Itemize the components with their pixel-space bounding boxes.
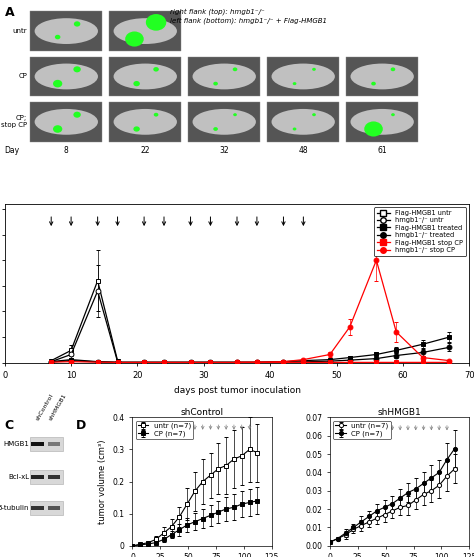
Text: CP: CP (18, 74, 27, 80)
FancyBboxPatch shape (31, 506, 44, 510)
Circle shape (391, 67, 395, 71)
FancyBboxPatch shape (267, 102, 339, 141)
FancyBboxPatch shape (31, 442, 44, 446)
Text: CP;
stop CP: CP; stop CP (1, 115, 27, 128)
FancyBboxPatch shape (109, 11, 181, 51)
Title: shHMGB1: shHMGB1 (378, 408, 421, 417)
FancyBboxPatch shape (109, 57, 181, 96)
Circle shape (125, 32, 144, 47)
Ellipse shape (192, 109, 256, 135)
Circle shape (133, 126, 140, 131)
Text: C: C (5, 418, 14, 432)
Circle shape (74, 21, 80, 27)
Y-axis label: tumor volume (cm³): tumor volume (cm³) (98, 439, 107, 524)
FancyBboxPatch shape (30, 102, 102, 141)
FancyBboxPatch shape (30, 501, 63, 515)
Circle shape (233, 67, 237, 71)
Circle shape (233, 113, 237, 116)
Ellipse shape (114, 63, 177, 89)
X-axis label: days post tumor inoculation: days post tumor inoculation (173, 385, 301, 394)
Text: A: A (5, 6, 14, 19)
Circle shape (55, 35, 61, 40)
Text: 8: 8 (64, 146, 69, 155)
Legend: Flag-HMGB1 untr, hmgb1⁻/⁻ untr, Flag-HMGB1 treated, hmgb1⁻/⁻ treated, Flag-HMGB1: Flag-HMGB1 untr, hmgb1⁻/⁻ untr, Flag-HMG… (374, 207, 466, 256)
FancyBboxPatch shape (30, 470, 63, 484)
Circle shape (293, 82, 296, 85)
FancyBboxPatch shape (188, 57, 260, 96)
Text: 22: 22 (140, 146, 150, 155)
Text: D: D (75, 418, 86, 432)
Circle shape (154, 113, 158, 116)
FancyBboxPatch shape (346, 102, 418, 141)
Ellipse shape (350, 109, 414, 135)
Text: Bcl-xL: Bcl-xL (8, 474, 29, 480)
Circle shape (213, 82, 218, 86)
Legend: untr (n=7), CP (n=7): untr (n=7), CP (n=7) (333, 421, 391, 439)
Legend: untr (n=7), CP (n=7): untr (n=7), CP (n=7) (136, 421, 193, 439)
Ellipse shape (35, 18, 98, 44)
Ellipse shape (272, 109, 335, 135)
Circle shape (53, 125, 62, 133)
Circle shape (312, 68, 316, 71)
FancyBboxPatch shape (30, 437, 63, 451)
FancyBboxPatch shape (31, 475, 44, 479)
Text: Day: Day (5, 146, 20, 155)
Ellipse shape (35, 63, 98, 89)
Circle shape (73, 66, 81, 72)
FancyBboxPatch shape (267, 57, 339, 96)
Title: shControl: shControl (181, 408, 224, 417)
Ellipse shape (114, 109, 177, 135)
Text: right flank (top): hmgb1⁻/⁻: right flank (top): hmgb1⁻/⁻ (170, 8, 264, 15)
FancyBboxPatch shape (30, 57, 102, 96)
Circle shape (53, 80, 62, 87)
FancyBboxPatch shape (48, 506, 60, 510)
FancyBboxPatch shape (109, 102, 181, 141)
Circle shape (312, 113, 316, 116)
FancyBboxPatch shape (48, 475, 60, 479)
Circle shape (213, 127, 218, 131)
Circle shape (371, 82, 376, 86)
Text: left flank (bottom): hmgb1⁻/⁻ + Flag-HMGB1: left flank (bottom): hmgb1⁻/⁻ + Flag-HMG… (170, 17, 327, 23)
Circle shape (153, 67, 159, 72)
FancyBboxPatch shape (346, 57, 418, 96)
Text: 48: 48 (298, 146, 308, 155)
Circle shape (73, 111, 81, 118)
Circle shape (391, 113, 395, 116)
Circle shape (293, 128, 296, 130)
Ellipse shape (272, 63, 335, 89)
FancyBboxPatch shape (188, 102, 260, 141)
Circle shape (146, 14, 166, 31)
FancyBboxPatch shape (48, 442, 60, 446)
Circle shape (133, 81, 140, 86)
Text: shHMGB1: shHMGB1 (48, 392, 67, 421)
Text: 32: 32 (219, 146, 229, 155)
Text: β-tubulin: β-tubulin (0, 505, 29, 511)
Ellipse shape (114, 18, 177, 44)
Circle shape (364, 121, 383, 136)
Ellipse shape (192, 63, 256, 89)
Ellipse shape (350, 63, 414, 89)
Text: 61: 61 (377, 146, 387, 155)
Text: shControl: shControl (35, 393, 55, 421)
Text: HMGB1: HMGB1 (3, 441, 29, 447)
Ellipse shape (35, 109, 98, 135)
FancyBboxPatch shape (30, 11, 102, 51)
Text: untr: untr (12, 28, 27, 34)
